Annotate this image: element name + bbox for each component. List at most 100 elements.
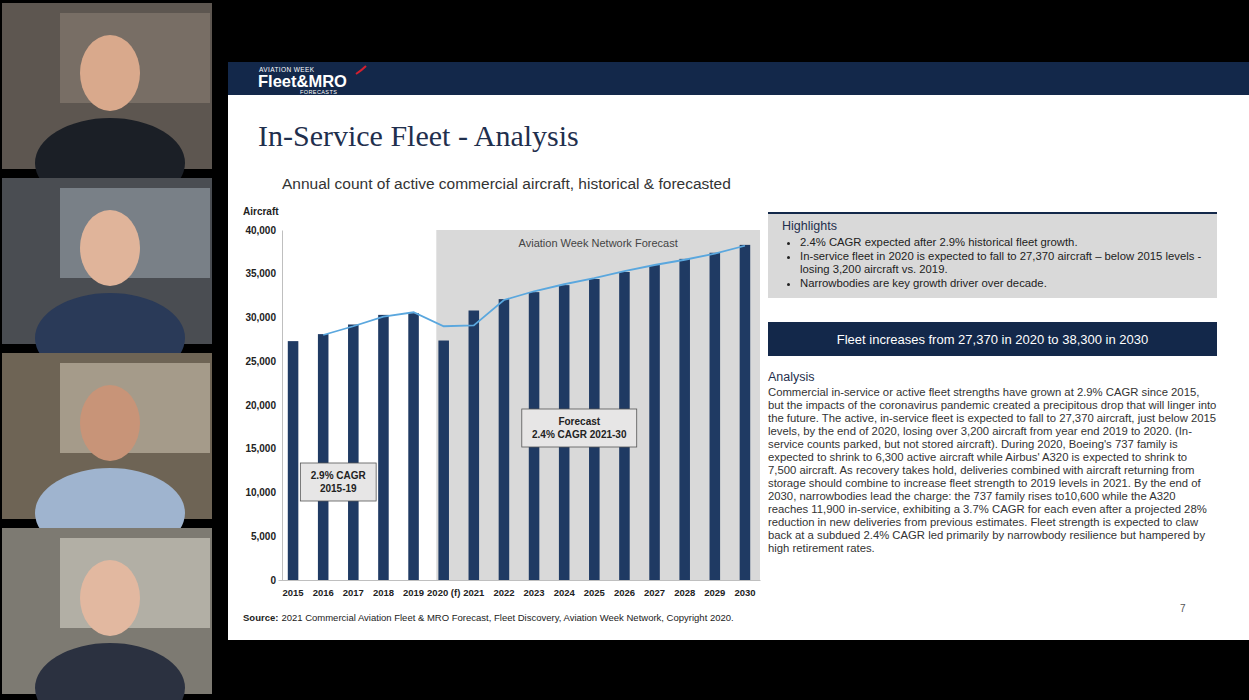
webcam-head: [80, 210, 140, 286]
y-axis-title: Aircraft: [243, 206, 279, 217]
x-tick: 2017: [343, 580, 364, 598]
webcam-tile: [2, 178, 212, 383]
source-label: Source:: [243, 612, 278, 623]
background: [0, 0, 1249, 700]
forecast-region: [436, 230, 760, 580]
y-tick-label: 15,000: [245, 443, 276, 454]
x-tick: 2025: [584, 580, 606, 598]
annotation-box: [300, 463, 376, 501]
annotation-text: 2.9% CAGR: [311, 470, 367, 481]
x-tick: 2024: [554, 580, 576, 598]
bar: [499, 299, 510, 580]
source-text: 2021 Commercial Aviation Fleet & MRO For…: [281, 612, 733, 623]
bar: [679, 259, 690, 580]
bar: [378, 315, 389, 580]
y-axis-line: [282, 231, 283, 581]
bar: [469, 311, 480, 581]
x-tick: 2020 (f): [427, 580, 460, 598]
x-tick-label: 2015: [282, 587, 304, 598]
highlight-item: Narrowbodies are key growth driver over …: [800, 277, 1207, 291]
highlights-title: Highlights: [782, 219, 1207, 233]
webcam-head: [80, 385, 140, 461]
line: [323, 246, 745, 335]
slide-header: [228, 62, 1249, 95]
x-tick-label: 2028: [674, 587, 695, 598]
x-tick-label: 2021: [463, 587, 485, 598]
y-tick-label: 5,000: [251, 531, 276, 542]
analysis-text: Commercial in-service or active fleet st…: [768, 386, 1217, 555]
logo-swoosh: [356, 66, 366, 74]
y-tick-label: 0: [270, 575, 276, 586]
x-tick-label: 2023: [523, 587, 544, 598]
x-tick-label: 2022: [493, 587, 514, 598]
webcam-head: [80, 560, 140, 636]
y-tick: 5,000: [251, 531, 282, 542]
annotation-text: 2.4% CAGR 2021-30: [532, 429, 627, 440]
y-tick-label: 20,000: [245, 400, 276, 411]
plot-area: [288, 245, 750, 580]
source: Source:2021 Commercial Aviation Fleet & …: [243, 612, 734, 623]
x-tick: 2029: [704, 580, 725, 598]
x-axis: 2015 2016 2017 2018 20192020 (f)2021 2022 2023…: [279, 580, 761, 598]
y-tick-label: 35,000: [245, 268, 276, 279]
x-tick: 2030: [734, 580, 755, 598]
bar: [438, 341, 449, 580]
bar: [318, 334, 329, 580]
y-tick: 10,000: [245, 487, 282, 498]
x-tick-label: 2030: [734, 587, 755, 598]
y-tick-label: 25,000: [245, 356, 276, 367]
bar: [710, 253, 721, 580]
x-tick-label: 2020 (f): [427, 587, 460, 598]
x-tick-label: 2018: [373, 587, 394, 598]
y-tick: 40,000: [245, 225, 282, 236]
page-number: 7: [1180, 603, 1186, 614]
slide-background: [228, 62, 1249, 640]
x-tick-label: 2017: [343, 587, 364, 598]
webcam-head: [80, 35, 140, 111]
bar: [288, 341, 299, 580]
x-tick-label: 2025: [584, 587, 606, 598]
annotation-text: Forecast: [558, 416, 600, 427]
logo-bottom: FORECASTS: [300, 89, 337, 95]
x-tick: 2019: [403, 580, 424, 598]
annotation-box: [522, 409, 637, 447]
y-tick-label: 30,000: [245, 312, 276, 323]
x-tick-label: 2024: [554, 587, 576, 598]
webcam-tile: [2, 353, 212, 558]
y-tick-label: 10,000: [245, 487, 276, 498]
y-axis: 0 5,000 10,000 15,000 20,000 25,000 30,000 35,0…: [245, 225, 282, 586]
annotation: Forecast 2.4% CAGR 2021-30: [522, 409, 637, 447]
x-tick-label: 2016: [313, 587, 334, 598]
y-tick-label: 40,000: [245, 225, 276, 236]
x-tick: 2023: [523, 580, 544, 598]
x-tick: 2018: [373, 580, 394, 598]
annotation-text: 2015-19: [320, 483, 357, 494]
x-tick-label: 2027: [644, 587, 665, 598]
analysis-title: Analysis: [768, 370, 815, 384]
logo-main: Fleet&MRO: [258, 72, 347, 90]
x-tick-label: 2029: [704, 587, 725, 598]
x-tick: 2015: [282, 580, 304, 598]
x-axis-line: [279, 580, 761, 581]
x-tick: 2021: [463, 580, 485, 598]
highlight-item: In-service fleet in 2020 is expected to …: [800, 250, 1207, 277]
y-tick: 25,000: [245, 356, 282, 367]
highlight-item: 2.4% CAGR expected after 2.9% historical…: [800, 236, 1207, 250]
y-tick: 20,000: [245, 400, 282, 411]
slide-title: In-Service Fleet - Analysis: [258, 119, 579, 152]
webcam-tile: [2, 528, 212, 700]
x-tick: 2026: [614, 580, 635, 598]
y-tick: 35,000: [245, 268, 282, 279]
bar: [740, 245, 751, 580]
x-tick: 2016: [313, 580, 334, 598]
forecast-label: Aviation Week Network Forecast: [519, 237, 678, 249]
annotation: 2.9% CAGR 2015-19: [300, 463, 376, 501]
y-tick: 30,000: [245, 312, 282, 323]
bar: [408, 313, 419, 580]
y-tick: 15,000: [245, 443, 282, 454]
webcam-tile: [2, 3, 212, 208]
x-tick: 2022: [493, 580, 514, 598]
x-tick: 2027: [644, 580, 665, 598]
bar: [348, 325, 359, 581]
x-tick-label: 2019: [403, 587, 424, 598]
